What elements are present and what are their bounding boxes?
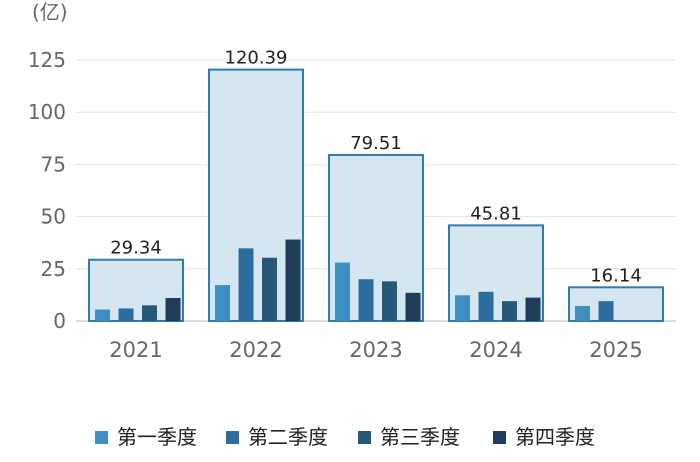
x-tick-label: 2025 (589, 338, 642, 362)
quarter-bar (118, 308, 134, 321)
quarter-bar (262, 257, 277, 321)
data-label: 45.81 (470, 203, 522, 224)
quarter-bar (142, 305, 157, 321)
quarter-bar (382, 281, 397, 321)
data-label: 16.14 (590, 265, 642, 286)
quarter-bar (285, 239, 301, 321)
legend-swatch (358, 431, 371, 444)
y-axis-label: (亿) (32, 0, 68, 24)
y-tick-label: 0 (53, 309, 66, 333)
quarter-bar (405, 292, 421, 321)
y-tick-label: 100 (28, 100, 66, 124)
y-tick-label: 125 (28, 48, 66, 72)
data-label: 29.34 (110, 238, 162, 259)
legend-label: 第四季度 (515, 425, 595, 449)
annual-bars (88, 68, 664, 323)
quarter-bars (95, 239, 614, 321)
quarter-bar (165, 298, 181, 321)
y-tick-label: 75 (41, 152, 66, 176)
quarter-bar (215, 285, 230, 321)
quarter-bar (455, 295, 470, 321)
quarter-bar (525, 297, 541, 321)
legend: 第一季度 第二季度 第三季度 第四季度 (95, 425, 595, 449)
legend-swatch (493, 431, 506, 444)
quarter-bar (238, 248, 254, 321)
legend-label: 第三季度 (380, 425, 460, 449)
x-tick-label: 2021 (109, 338, 162, 362)
y-tick-label: 25 (41, 257, 66, 281)
axes: (亿) 0 25 50 75 100 125 2021 2022 2023 2024 2025 (28, 0, 643, 362)
legend-label: 第二季度 (248, 425, 328, 449)
quarter-bar (598, 301, 614, 321)
x-tick-label: 2022 (229, 338, 282, 362)
x-tick-label: 2023 (349, 338, 402, 362)
quarter-bar (335, 262, 350, 321)
data-label: 120.39 (225, 48, 288, 69)
quarter-bar (95, 309, 110, 321)
quarter-bar (358, 279, 374, 321)
legend-swatch (95, 431, 108, 444)
data-labels: 29.34 120.39 79.51 45.81 16.14 (110, 48, 642, 287)
quarter-bar (478, 291, 494, 321)
quarter-bar (575, 305, 590, 321)
legend-label: 第一季度 (117, 425, 197, 449)
legend-swatch (226, 431, 239, 444)
data-label: 79.51 (350, 133, 402, 154)
quarter-bar (502, 301, 517, 321)
y-tick-label: 50 (41, 205, 66, 229)
x-tick-label: 2024 (469, 338, 522, 362)
